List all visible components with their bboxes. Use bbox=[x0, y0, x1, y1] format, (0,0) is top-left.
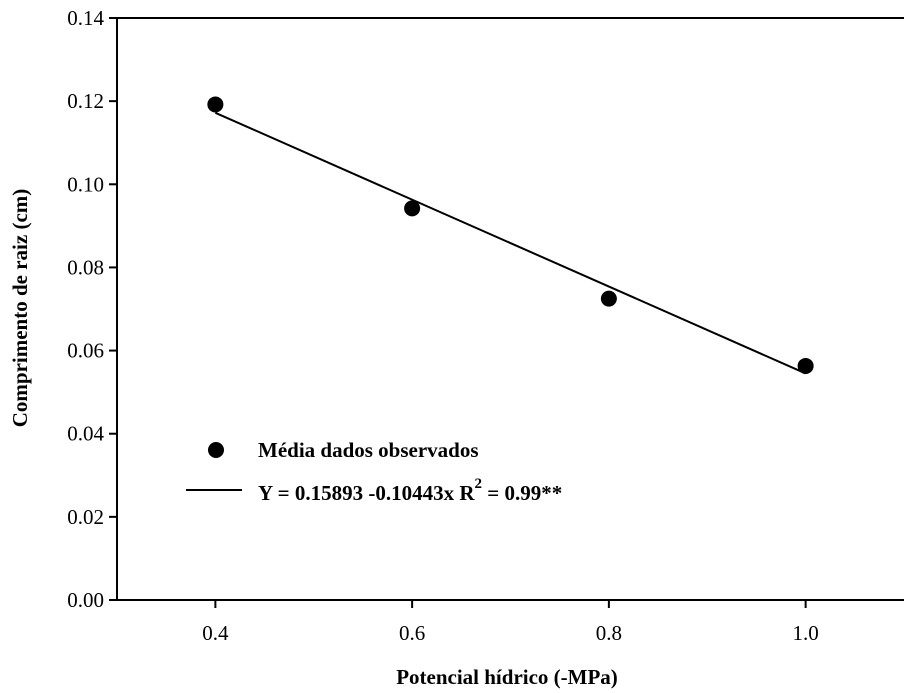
data-point bbox=[404, 200, 421, 217]
legend-line-label-main: Y = 0.15893 -0.10443x R bbox=[258, 481, 475, 505]
y-axis-title: Comprimento de raiz (cm) bbox=[8, 189, 32, 428]
y-tick-label: 0.10 bbox=[67, 172, 104, 196]
x-tick-label: 0.4 bbox=[202, 621, 229, 645]
y-tick-label: 0.02 bbox=[67, 505, 104, 529]
ticks: 0.00 0.02 0.04 0.06 0.08 0.10 0.12 0.14 0.4 0.6 0.… bbox=[67, 6, 819, 645]
x-axis-title: Potencial hídrico (-MPa) bbox=[396, 665, 618, 689]
legend-line-label-tail: = 0.99** bbox=[482, 481, 562, 505]
y-tick-label: 0.08 bbox=[67, 255, 104, 279]
data-point bbox=[600, 290, 617, 307]
marks bbox=[207, 96, 814, 375]
y-tick-label: 0.06 bbox=[67, 339, 104, 363]
axes bbox=[116, 17, 904, 601]
data-point bbox=[207, 96, 224, 113]
data-point bbox=[797, 357, 814, 374]
legend: Média dados observados Y = 0.15893 -0.10… bbox=[186, 438, 562, 505]
x-tick-label: 0.6 bbox=[399, 621, 425, 645]
x-tick-label: 0.8 bbox=[596, 621, 622, 645]
y-tick-label: 0.12 bbox=[67, 89, 104, 113]
legend-line-label: Y = 0.15893 -0.10443x R2 = 0.99** bbox=[258, 476, 562, 505]
regression-line bbox=[214, 111, 807, 375]
x-tick-label: 1.0 bbox=[793, 621, 819, 645]
legend-points-label: Média dados observados bbox=[258, 438, 479, 462]
legend-points-marker bbox=[208, 442, 224, 458]
legend-line-label-sup: 2 bbox=[475, 476, 483, 492]
y-tick-label: 0.04 bbox=[67, 422, 104, 446]
y-tick-label: 0.14 bbox=[67, 6, 104, 30]
y-tick-label: 0.00 bbox=[67, 588, 104, 612]
